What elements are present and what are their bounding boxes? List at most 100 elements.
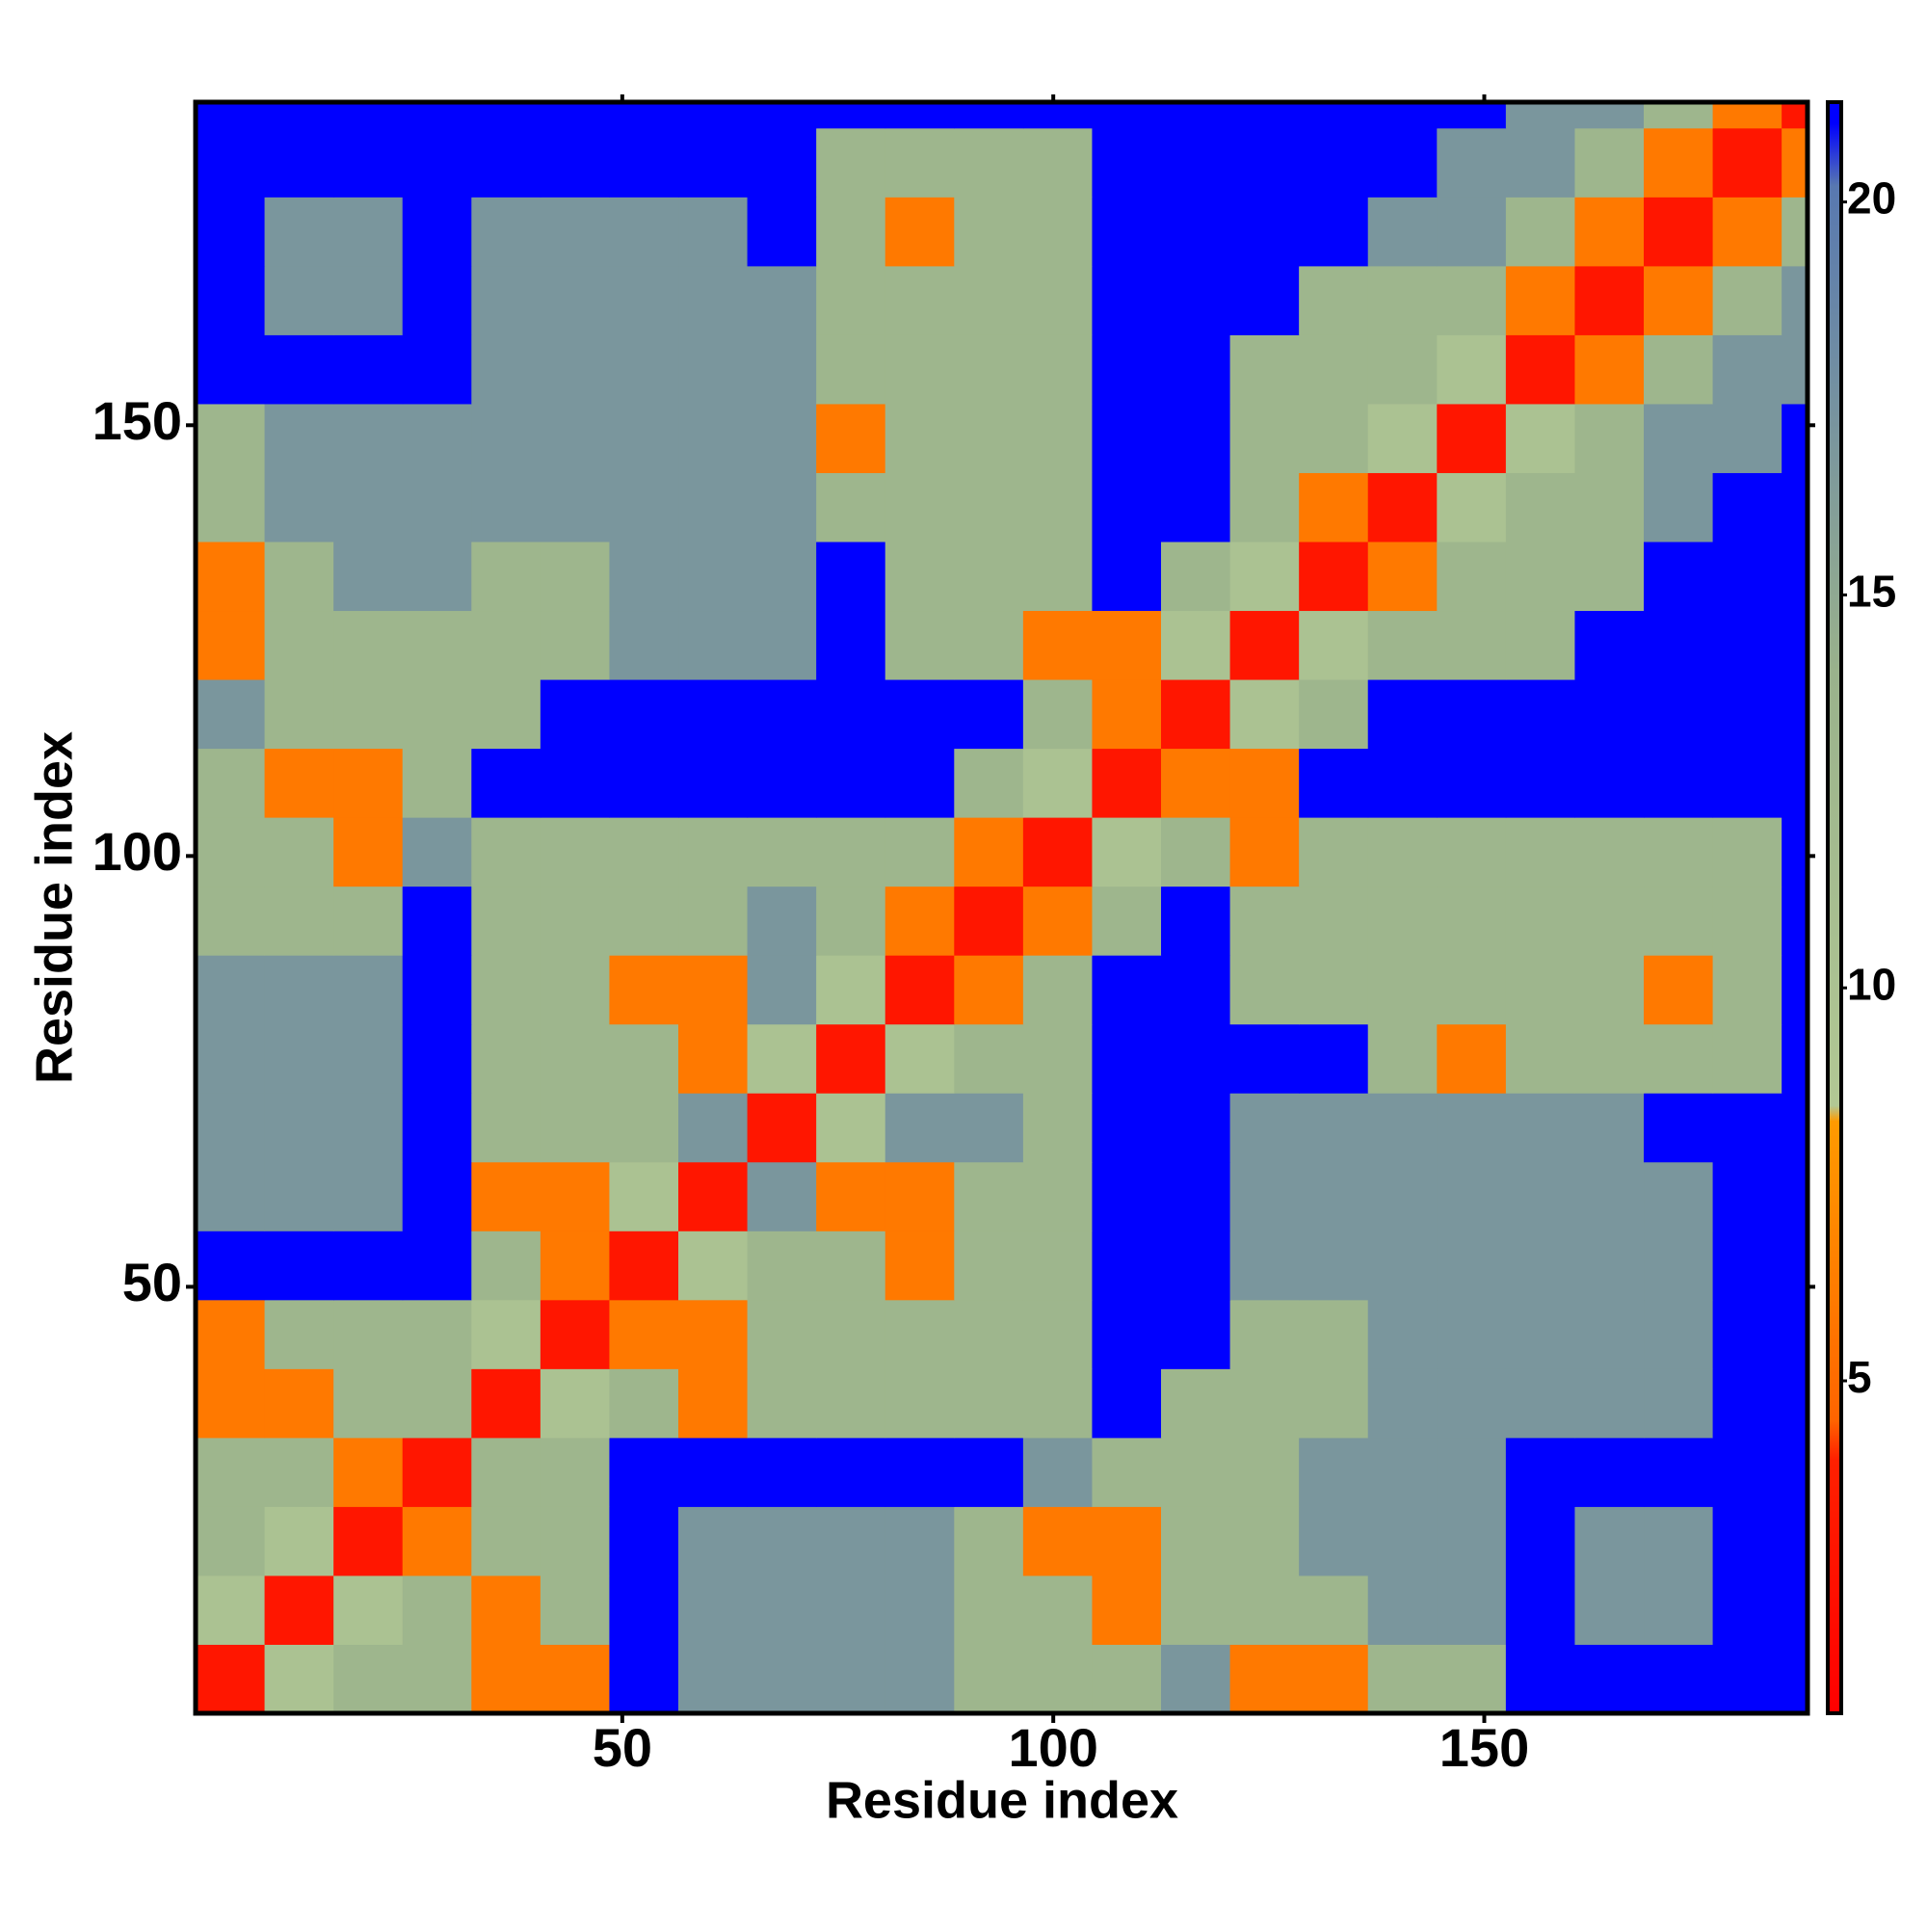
heatmap-cell (471, 102, 541, 129)
heatmap-cell (1022, 610, 1093, 680)
heatmap-cell (1299, 102, 1369, 129)
heatmap-cell (1229, 1023, 1300, 1094)
heatmap-cell (264, 265, 334, 335)
heatmap-cell (954, 1093, 1024, 1163)
heatmap-cell (1229, 748, 1300, 818)
heatmap-cell (1229, 265, 1300, 335)
heatmap-cell (333, 1299, 404, 1369)
heatmap-cell (609, 334, 679, 405)
heatmap-cell (1574, 886, 1645, 956)
heatmap-cell (333, 1368, 404, 1439)
heatmap-cell (1644, 1575, 1714, 1645)
heatmap-cell (1092, 955, 1162, 1025)
heatmap-cell (333, 127, 404, 198)
heatmap-cell (1505, 334, 1575, 405)
heatmap-cell (402, 1093, 472, 1163)
heatmap-cell (540, 610, 610, 680)
heatmap-cell (1505, 265, 1575, 335)
heatmap-cell (1092, 679, 1162, 750)
heatmap-cell (1092, 102, 1162, 129)
y-axis-label: Residue index (25, 731, 83, 1084)
heatmap-cell (1644, 542, 1714, 612)
heatmap-cell (333, 1575, 404, 1645)
heatmap-cell (884, 817, 955, 887)
heatmap-cell (1229, 679, 1300, 750)
heatmap-cell (954, 403, 1024, 473)
heatmap-cell (471, 748, 541, 818)
heatmap-cell (609, 886, 679, 956)
heatmap-cell (1505, 197, 1575, 267)
heatmap-cell (678, 542, 749, 612)
heatmap-cell (1229, 610, 1300, 680)
heatmap-cell (1437, 1023, 1507, 1094)
heatmap-cell (1782, 265, 1808, 335)
heatmap-cell (1299, 197, 1369, 267)
heatmap-cell (954, 1575, 1024, 1645)
heatmap-cell (540, 1093, 610, 1163)
heatmap-cell (816, 1093, 886, 1163)
heatmap-cell (678, 1437, 749, 1507)
heatmap-cell (471, 817, 541, 887)
heatmap-cell (1229, 1161, 1300, 1231)
heatmap-cell (540, 817, 610, 887)
heatmap-cell (1782, 1093, 1808, 1163)
heatmap-cell (1161, 1575, 1231, 1645)
heatmap-cell (471, 197, 541, 267)
heatmap-cell (884, 1231, 955, 1301)
heatmap-cell (1022, 197, 1093, 267)
heatmap-cell (1505, 1299, 1575, 1369)
heatmap-cell (954, 1161, 1024, 1231)
heatmap-cell (402, 1231, 472, 1301)
heatmap-cell (1229, 886, 1300, 956)
heatmap-cell (884, 102, 955, 129)
heatmap-cell (1367, 886, 1438, 956)
heatmap-cell (1229, 197, 1300, 267)
heatmap-cell (1299, 403, 1369, 473)
heatmap-cell (1782, 610, 1808, 680)
heatmap-cell (816, 197, 886, 267)
heatmap-cell (402, 748, 472, 818)
heatmap-cell (884, 1575, 955, 1645)
heatmap-cell (1437, 817, 1507, 887)
heatmap-cell (954, 1437, 1024, 1507)
colorbar-tick-label: 5 (1847, 1352, 1872, 1402)
heatmap-cell (1574, 610, 1645, 680)
heatmap-cell (678, 748, 749, 818)
heatmap-cell (333, 748, 404, 818)
heatmap-cell (1574, 1231, 1645, 1301)
heatmap-cell (1367, 127, 1438, 198)
heatmap-cell (1437, 1575, 1507, 1645)
heatmap-cell (816, 748, 886, 818)
heatmap-cell (1161, 472, 1231, 543)
colorbar-tick-label: 20 (1847, 173, 1896, 224)
heatmap-cell (1022, 127, 1093, 198)
heatmap-cell (540, 955, 610, 1025)
heatmap-cell (1299, 1575, 1369, 1645)
heatmap-cell (1161, 1644, 1231, 1714)
heatmap-cell (1161, 817, 1231, 887)
heatmap-cell (264, 127, 334, 198)
heatmap-cell (1161, 127, 1231, 198)
heatmap-cell (402, 817, 472, 887)
heatmap-cell (1437, 1093, 1507, 1163)
heatmap-cell (1505, 748, 1575, 818)
heatmap-cell (1229, 1368, 1300, 1439)
heatmap-cell (402, 1644, 472, 1714)
heatmap-cell (1022, 886, 1093, 956)
heatmap-cell (196, 1299, 266, 1369)
heatmap-cell (816, 1575, 886, 1645)
heatmap-cell (1437, 197, 1507, 267)
heatmap-cell (1161, 334, 1231, 405)
heatmap-cell (678, 102, 749, 129)
heatmap-cell (1574, 817, 1645, 887)
heatmap-cell (333, 334, 404, 405)
heatmap-cell (678, 1644, 749, 1714)
heatmap-cell (264, 817, 334, 887)
heatmap-cell (609, 610, 679, 680)
heatmap-cell (1092, 1093, 1162, 1163)
heatmap-cell (1574, 1368, 1645, 1439)
heatmap-cell (1092, 1506, 1162, 1576)
heatmap-cell (816, 127, 886, 198)
